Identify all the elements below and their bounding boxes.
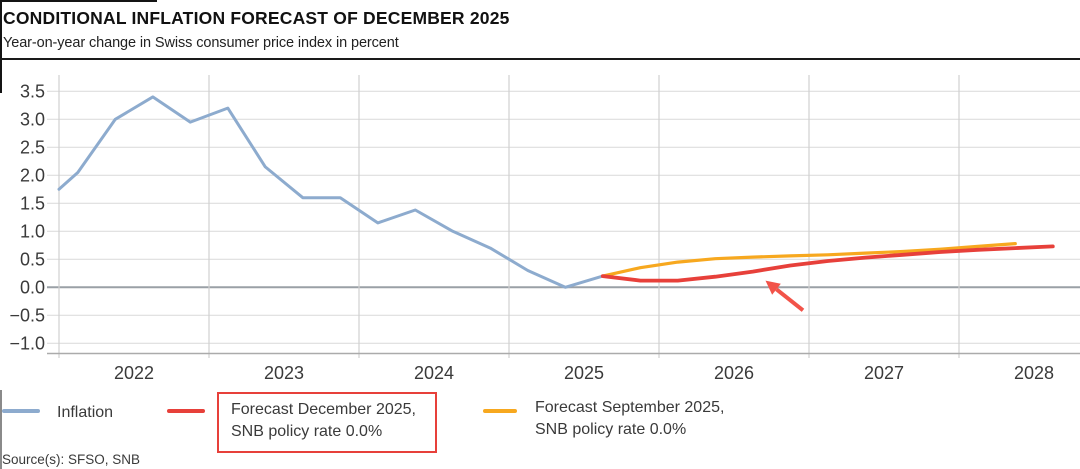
y-tick-label: 3.0: [20, 109, 45, 129]
header-rule: [0, 58, 1080, 60]
legend-label-forecast-september: Forecast September 2025, SNB policy rate…: [535, 397, 724, 440]
series-forecast-september-2025: [601, 242, 1017, 278]
legend-swatch-forecast-september: [483, 409, 517, 413]
y-tick-label: 3.5: [20, 81, 45, 101]
x-tick-label: 2027: [864, 363, 904, 383]
y-tick-label: −1.0: [9, 333, 45, 353]
y-tick-label: 0.0: [20, 277, 45, 297]
legend-label-forecast-september-line2: SNB policy rate 0.0%: [535, 420, 687, 438]
y-tick-label: 0.5: [20, 249, 45, 269]
x-tick-label: 2023: [264, 363, 304, 383]
highlight-box-forecast-december: Forecast December 2025, SNB policy rate …: [217, 392, 437, 453]
y-tick-label: 2.0: [20, 165, 45, 185]
x-tick-label: 2025: [564, 363, 604, 383]
y-tick-label: 2.5: [20, 137, 45, 157]
series-inflation: [57, 95, 605, 289]
legend-label-forecast-september-line1: Forecast September 2025,: [535, 399, 725, 416]
annotation-arrow-head: [765, 280, 781, 295]
legend-label-forecast-december-line1: Forecast December 2025,: [231, 401, 416, 418]
chart-subtitle: Year-on-year change in Swiss consumer pr…: [3, 35, 399, 51]
y-tick-label: 1.5: [20, 193, 45, 213]
crop-border-left: [0, 0, 2, 93]
x-tick-label: 2028: [1014, 363, 1054, 383]
legend-swatch-inflation: [2, 409, 40, 413]
legend-label-inflation: Inflation: [57, 404, 114, 421]
annotation-arrow-shaft: [775, 287, 805, 312]
x-tick-label: 2026: [714, 363, 754, 383]
y-tick-label: 1.0: [20, 221, 45, 241]
legend-swatch-forecast-december: [167, 409, 205, 413]
x-tick-label: 2024: [414, 363, 454, 383]
x-tick-label: 2022: [114, 363, 154, 383]
crop-border-top: [0, 0, 157, 2]
source-note: Source(s): SFSO, SNB: [2, 452, 141, 467]
chart-title: CONDITIONAL INFLATION FORECAST OF DECEMB…: [3, 8, 510, 28]
crop-border-left-bottom: [0, 390, 2, 469]
legend-label-forecast-december-line2: SNB policy rate 0.0%: [231, 422, 383, 440]
series-forecast-december-2025: [600, 244, 1055, 283]
y-tick-label: −0.5: [9, 305, 45, 325]
